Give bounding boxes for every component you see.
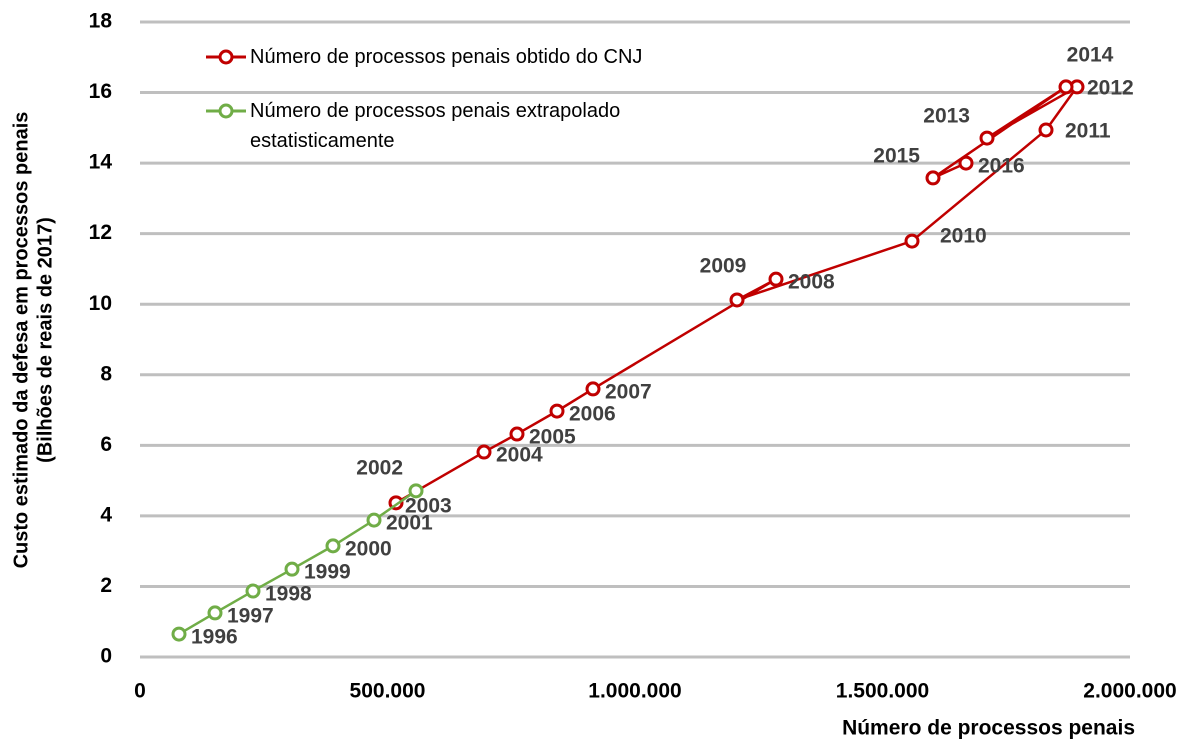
x-tick-label: 500.000 (350, 680, 426, 703)
marker (476, 444, 492, 460)
marker (925, 170, 941, 186)
point-label: 2005 (529, 426, 576, 449)
marker (729, 292, 745, 308)
marker (284, 561, 300, 577)
point-label: 2006 (569, 403, 616, 426)
marker (979, 130, 995, 146)
x-axis-label: Número de processos penais (842, 717, 1135, 740)
y-axis-label: (Bilhões de reais de 2017) (34, 217, 56, 463)
point-label: 1997 (227, 604, 274, 627)
marker (366, 512, 382, 528)
y-tick-label: 16 (89, 80, 112, 103)
legend-swatch (206, 49, 246, 65)
marker (509, 426, 525, 442)
point-label: 2013 (923, 105, 970, 128)
y-tick-label: 2 (100, 574, 112, 597)
y-tick-label: 18 (89, 10, 113, 33)
point-label: 1999 (304, 561, 351, 584)
point-label: 2015 (873, 144, 920, 167)
x-tick-label: 2.000.000 (1083, 680, 1176, 703)
marker (585, 381, 601, 397)
point-label: 2002 (356, 456, 403, 479)
point-label: 2004 (496, 444, 543, 467)
point-label: 2009 (700, 255, 747, 278)
x-tick-label: 1.000.000 (588, 680, 681, 703)
point-label: 2010 (940, 225, 987, 248)
point-label: 2000 (345, 537, 392, 560)
point-label: 2001 (386, 512, 433, 535)
marker (958, 155, 974, 171)
marker (408, 483, 424, 499)
point-label: 2014 (1067, 43, 1114, 66)
legend-label: Número de processos penais obtido do CNJ (250, 46, 643, 68)
point-label: 2011 (1065, 119, 1111, 142)
marker (549, 403, 565, 419)
x-tick-label: 0 (134, 680, 146, 703)
point-label: 1996 (191, 626, 238, 649)
legend-entry: Número de processos penais extrapolado e… (206, 96, 770, 156)
marker (207, 605, 223, 621)
y-tick-label: 10 (89, 292, 112, 315)
legend-swatch (206, 103, 246, 119)
point-label: 1998 (265, 583, 312, 606)
legend-entry: Número de processos penais obtido do CNJ (206, 42, 770, 72)
y-axis-label: Custo estimado da defesa em processos pe… (10, 112, 32, 569)
y-tick-label: 6 (100, 433, 112, 456)
point-label: 2016 (978, 155, 1025, 178)
y-tick-label: 4 (100, 503, 112, 526)
point-label: 2012 (1087, 76, 1134, 99)
point-label: 2003 (405, 494, 452, 517)
y-tick-label: 0 (100, 645, 112, 668)
point-label: 2008 (788, 271, 835, 294)
y-tick-label: 14 (89, 151, 113, 174)
y-tick-label: 8 (100, 362, 112, 385)
marker (245, 583, 261, 599)
marker (768, 271, 784, 287)
marker (171, 626, 187, 642)
marker (904, 233, 920, 249)
marker (1058, 79, 1074, 95)
legend-label: Número de processos penais extrapolado e… (250, 100, 621, 152)
point-label: 2007 (605, 380, 652, 403)
series-line (395, 85, 1079, 504)
y-tick-label: 12 (89, 221, 112, 244)
x-tick-label: 1.500.000 (836, 680, 929, 703)
marker (1038, 122, 1054, 138)
marker (325, 538, 341, 554)
